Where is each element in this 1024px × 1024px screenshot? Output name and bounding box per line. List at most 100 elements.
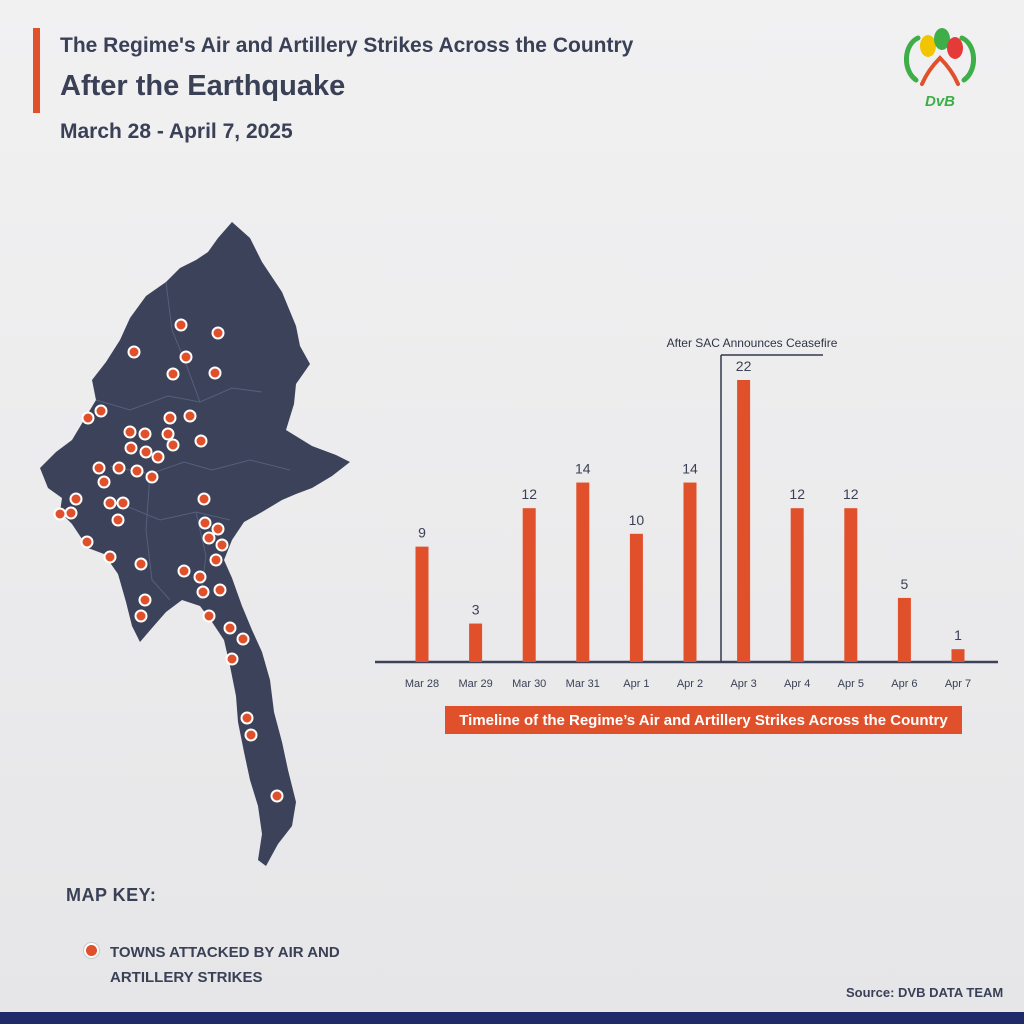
date-range: March 28 - April 7, 2025: [60, 120, 293, 143]
chart-title-line2: After the Earthquake: [60, 70, 346, 102]
value-label: 14: [682, 461, 698, 477]
category-label: Mar 28: [405, 678, 439, 690]
town-marker: [94, 404, 108, 418]
bar-apr-6: [897, 597, 911, 662]
map-key-title: MAP KEY:: [66, 885, 157, 905]
value-label: 1: [954, 627, 962, 643]
chart-title-banner: Timeline of the Regime’s Air and Artille…: [445, 706, 962, 734]
town-marker: [69, 492, 83, 506]
town-marker: [130, 464, 144, 478]
town-marker: [138, 427, 152, 441]
town-marker: [64, 506, 78, 520]
town-marker: [177, 564, 191, 578]
town-marker: [166, 438, 180, 452]
town-marker: [183, 409, 197, 423]
town-marker: [139, 445, 153, 459]
town-marker: [97, 475, 111, 489]
bar-mar-30: [522, 508, 536, 662]
town-marker: [123, 425, 137, 439]
town-marker: [223, 621, 237, 635]
town-marker: [81, 411, 95, 425]
value-label: 5: [901, 576, 909, 592]
town-marker: [196, 585, 210, 599]
value-label: 12: [521, 486, 537, 502]
category-label: Apr 2: [677, 678, 703, 690]
myanmar-map: [40, 222, 350, 866]
town-marker: [111, 513, 125, 527]
town-marker: [244, 728, 258, 742]
town-marker: [194, 434, 208, 448]
category-label: Mar 29: [458, 678, 492, 690]
town-marker: [134, 609, 148, 623]
town-marker: [103, 496, 117, 510]
value-label: 12: [789, 486, 805, 502]
town-marker: [179, 350, 193, 364]
town-marker: [163, 411, 177, 425]
town-marker: [270, 789, 284, 803]
logo-text: DvB: [925, 93, 955, 110]
category-label: Apr 3: [730, 678, 756, 690]
town-marker: [112, 461, 126, 475]
red-dot-icon: [84, 943, 99, 958]
bar-apr-1: [629, 533, 643, 662]
bar-chart: After SAC Announces Ceasefire 9 Mar 28 3 Ma…: [375, 336, 998, 690]
town-marker: [80, 535, 94, 549]
town-marker: [197, 492, 211, 506]
town-marker: [193, 570, 207, 584]
town-marker: [103, 550, 117, 564]
town-marker: [211, 326, 225, 340]
town-marker: [53, 507, 67, 521]
bar-group: 9 Mar 28 3 Mar 29 12 Mar 30 14 Mar 31 10 Apr 1 14 A…: [405, 358, 971, 690]
source-note: Source: DVB DATA TEAM: [846, 985, 1004, 1000]
category-label: Apr 1: [623, 678, 649, 690]
town-marker: [202, 609, 216, 623]
category-label: Apr 4: [784, 678, 810, 690]
town-marker: [145, 470, 159, 484]
category-label: Mar 30: [512, 678, 546, 690]
town-marker: [92, 461, 106, 475]
town-marker: [151, 450, 165, 464]
bar-apr-2: [683, 482, 697, 662]
bar-apr-7: [951, 649, 965, 662]
town-marker: [138, 593, 152, 607]
value-label: 14: [575, 461, 591, 477]
value-label: 9: [418, 525, 426, 541]
town-marker: [116, 496, 130, 510]
bar-mar-31: [576, 482, 590, 662]
bar-apr-3: [737, 380, 751, 662]
town-marker: [225, 652, 239, 666]
value-label: 10: [629, 512, 645, 528]
town-marker: [174, 318, 188, 332]
town-marker: [161, 427, 175, 441]
value-label: 22: [736, 358, 752, 374]
town-marker: [215, 538, 229, 552]
annotation-label: After SAC Announces Ceasefire: [667, 336, 838, 350]
header-accent-bar: [33, 28, 40, 113]
town-marker: [236, 632, 250, 646]
bar-mar-29: [469, 623, 483, 662]
town-marker: [209, 553, 223, 567]
town-markers: [53, 318, 284, 803]
bar-apr-4: [790, 508, 804, 662]
town-marker: [208, 366, 222, 380]
town-marker: [211, 522, 225, 536]
town-marker: [198, 516, 212, 530]
bar-apr-5: [844, 508, 858, 662]
town-marker: [213, 583, 227, 597]
country-shape: [40, 222, 350, 866]
value-label: 12: [843, 486, 859, 502]
bar-mar-28: [415, 546, 429, 662]
value-label: 3: [472, 602, 480, 618]
town-marker: [124, 441, 138, 455]
town-marker: [134, 557, 148, 571]
category-label: Mar 31: [566, 678, 600, 690]
chart-title-line1: The Regime's Air and Artillery Strikes A…: [60, 34, 634, 57]
dvb-logo-icon: DvB: [904, 28, 976, 110]
category-label: Apr 7: [945, 678, 971, 690]
category-label: Apr 5: [838, 678, 864, 690]
town-marker: [202, 531, 216, 545]
town-marker: [127, 345, 141, 359]
town-marker: [166, 367, 180, 381]
bottom-bar: [0, 1012, 1024, 1024]
category-label: Apr 6: [891, 678, 917, 690]
